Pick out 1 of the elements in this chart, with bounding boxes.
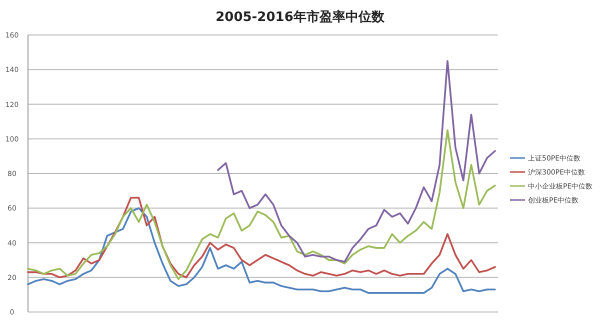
title: 2005-2016年市盈率中位数 [216, 10, 384, 25]
